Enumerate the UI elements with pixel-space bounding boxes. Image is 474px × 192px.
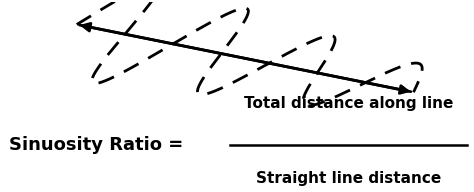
Text: Straight line distance: Straight line distance: [256, 171, 441, 186]
Text: Total distance along line: Total distance along line: [244, 96, 453, 111]
Text: Sinuosity Ratio =: Sinuosity Ratio =: [9, 136, 183, 154]
